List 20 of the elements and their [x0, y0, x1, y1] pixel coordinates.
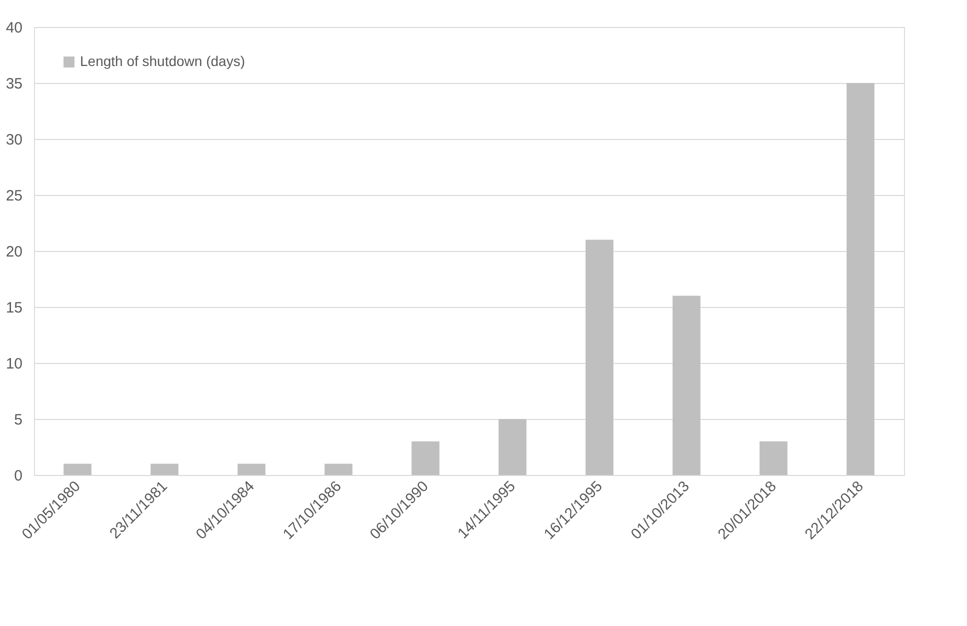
y-tick-label: 25	[6, 188, 22, 204]
bar	[64, 464, 92, 475]
y-tick-label: 35	[6, 76, 22, 92]
y-tick-label: 10	[6, 356, 22, 372]
y-tick-label: 0	[14, 468, 22, 484]
bar	[846, 83, 874, 475]
bar	[412, 441, 440, 475]
bar	[586, 240, 614, 475]
y-tick-label: 40	[6, 20, 22, 36]
y-tick-label: 15	[6, 300, 22, 316]
bar	[498, 419, 526, 475]
bar	[324, 464, 352, 475]
bar	[238, 464, 266, 475]
bar	[150, 464, 178, 475]
y-tick-label: 30	[6, 132, 22, 148]
bar	[672, 296, 700, 475]
y-tick-label: 20	[6, 244, 22, 260]
bar	[760, 441, 788, 475]
legend-label: Length of shutdown (days)	[80, 53, 245, 69]
y-tick-label: 5	[14, 412, 22, 428]
